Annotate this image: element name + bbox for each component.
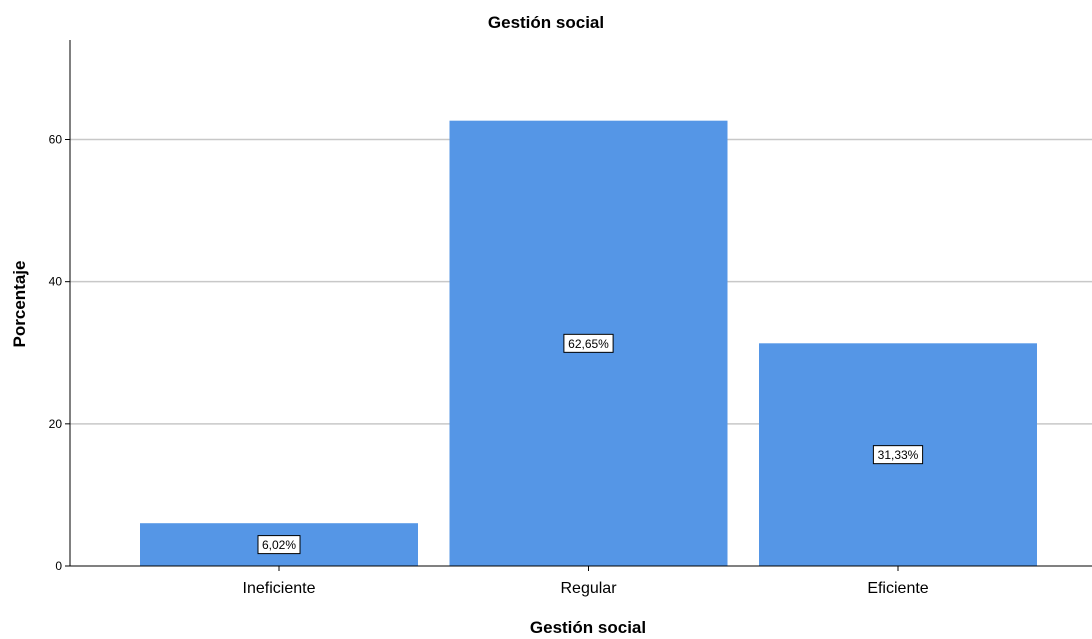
y-axis-title: Porcentaje [10,261,29,348]
y-tick-label: 60 [49,133,63,147]
data-label-box [563,333,614,353]
data-label-box [257,535,301,555]
x-category-labels: Ineficiente Regular Eficiente [243,566,929,597]
bars [140,120,1037,566]
x-category-label: Eficiente [867,580,928,597]
data-label: 6,02% [262,538,296,552]
y-tick-label: 40 [49,275,63,289]
data-label: 62,65% [568,337,609,351]
data-label: 31,33% [878,448,919,462]
x-category-label: Regular [560,580,617,597]
data-labels: 6,02% 62,65% 31,33% [257,333,924,555]
chart-title: Gestión social [488,13,604,32]
x-category-label: Ineficiente [243,580,316,597]
y-tick-label: 0 [55,559,62,573]
data-label-box [872,445,924,465]
y-tick-labels: 0 20 40 60 [49,133,70,573]
y-tick-label: 20 [49,417,63,431]
x-axis-title: Gestión social [530,618,646,637]
